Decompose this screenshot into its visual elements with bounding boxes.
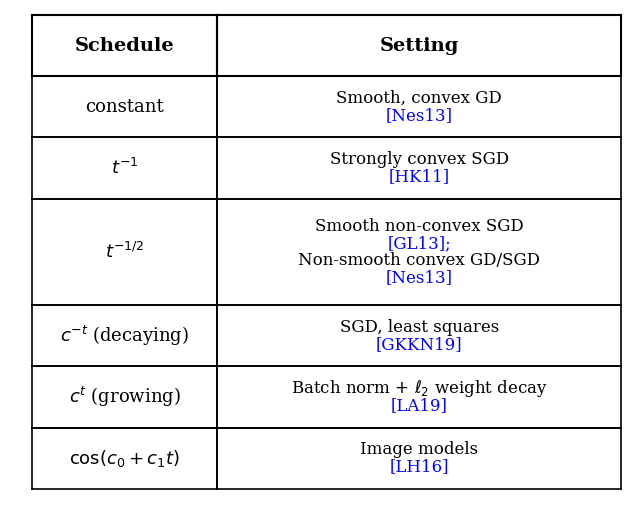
Text: Setting: Setting	[380, 37, 459, 55]
Text: Schedule: Schedule	[75, 37, 175, 55]
Text: [GL13];: [GL13];	[387, 235, 451, 252]
Text: $\cos(c_0 + c_1 t)$: $\cos(c_0 + c_1 t)$	[69, 447, 180, 469]
Text: [LA19]: [LA19]	[390, 397, 447, 414]
Text: Batch norm $+$ $\ell_2$ weight decay: Batch norm $+$ $\ell_2$ weight decay	[291, 378, 548, 399]
Text: SGD, least squares: SGD, least squares	[339, 319, 499, 336]
Text: Smooth non-convex SGD: Smooth non-convex SGD	[315, 218, 524, 235]
Text: [HK11]: [HK11]	[388, 168, 450, 185]
Text: Non-smooth convex GD/SGD: Non-smooth convex GD/SGD	[298, 252, 540, 269]
Text: [Nes13]: [Nes13]	[386, 107, 452, 124]
Text: $t^{-1/2}$: $t^{-1/2}$	[105, 242, 145, 262]
Text: $c^{t}$ (growing): $c^{t}$ (growing)	[69, 385, 180, 409]
Text: constant: constant	[85, 98, 164, 116]
Text: Smooth, convex GD: Smooth, convex GD	[336, 90, 502, 107]
Text: $t^{-1}$: $t^{-1}$	[111, 158, 139, 178]
Text: $c^{-t}$ (decaying): $c^{-t}$ (decaying)	[60, 324, 189, 348]
Text: [LH16]: [LH16]	[389, 458, 449, 475]
Text: Image models: Image models	[360, 441, 478, 458]
Text: Strongly convex SGD: Strongly convex SGD	[330, 151, 509, 168]
Text: [GKKN19]: [GKKN19]	[376, 336, 463, 353]
Text: [Nes13]: [Nes13]	[386, 269, 452, 286]
